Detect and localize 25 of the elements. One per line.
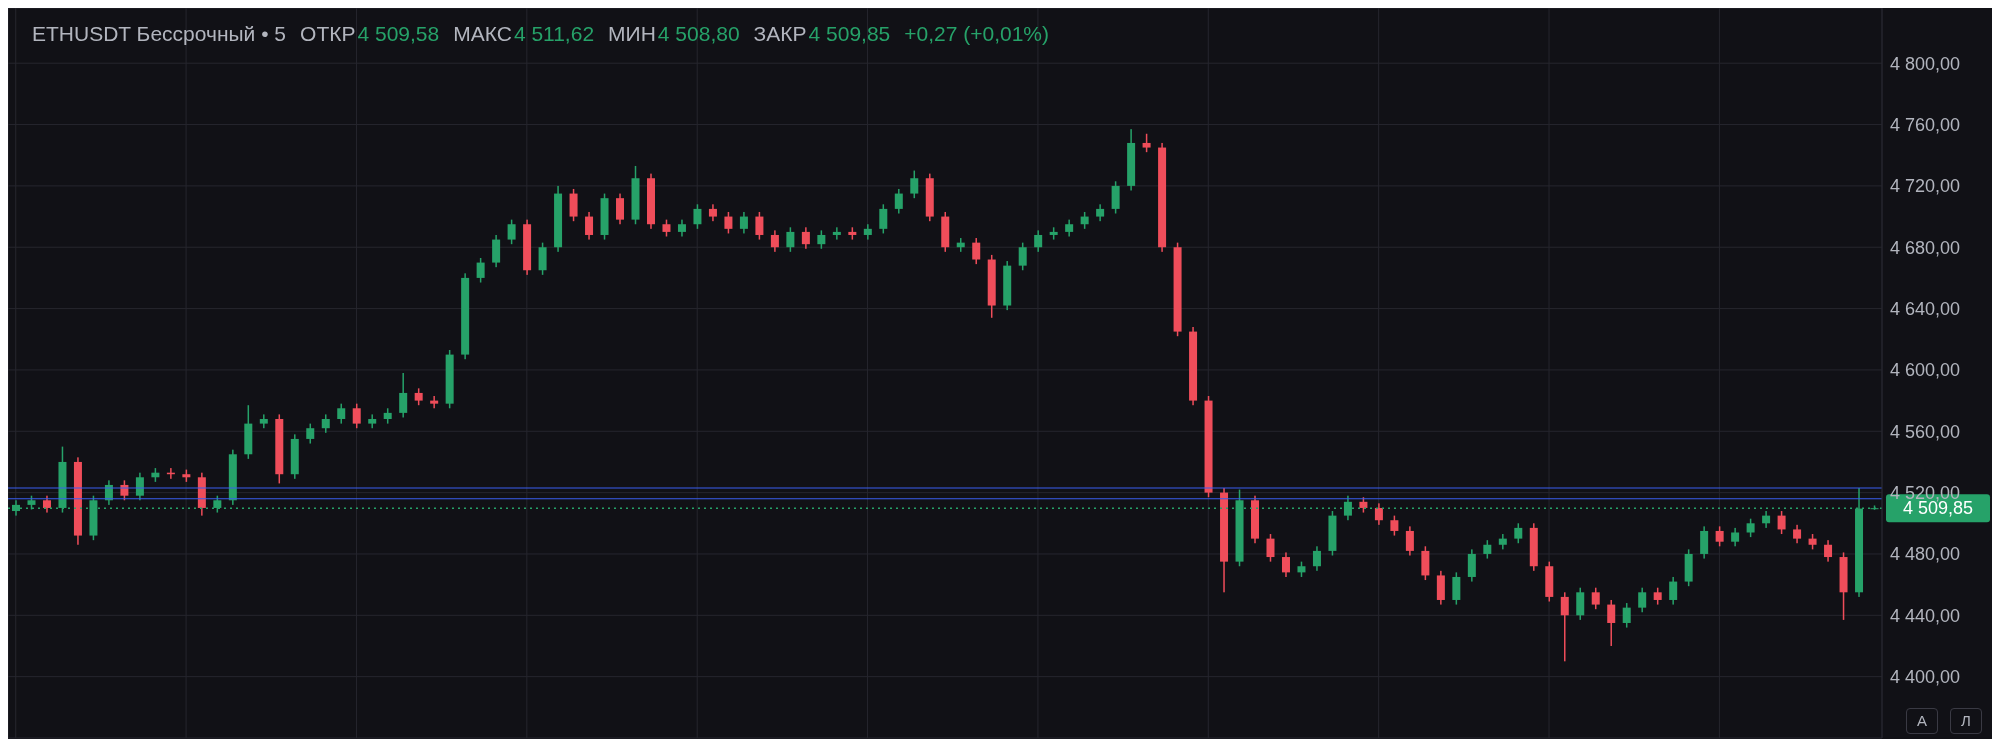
y-tick-label: 4 720,00 — [1890, 176, 1961, 197]
y-tick-label: 4 640,00 — [1890, 298, 1961, 319]
chart-button: Л — [1950, 708, 1982, 734]
text: ETHUSDT Бессрочный • 5 — [32, 22, 287, 45]
y-tick-label: 4 480,00 — [1890, 544, 1961, 565]
annotation: 4 508,80 — [657, 22, 740, 45]
y-tick-label: 4 760,00 — [1890, 114, 1961, 135]
annotation: 4 509,58 — [357, 22, 440, 45]
y-tick-label: 4 400,00 — [1890, 667, 1961, 688]
y-tick-label: 4 600,00 — [1890, 360, 1961, 381]
annotation: МАКС — [453, 22, 512, 45]
y-tick-label: 4 440,00 — [1890, 605, 1961, 626]
y-tick-label: 4 800,00 — [1890, 53, 1961, 74]
annotation: ОТКР — [300, 22, 356, 45]
annotation: 4 511,62 — [513, 22, 595, 45]
annotation: 4 509,85 — [808, 22, 891, 45]
y-tick-label: 4 560,00 — [1890, 421, 1961, 442]
annotation: МИН — [608, 22, 656, 45]
candlestick — [430, 396, 439, 409]
chart-button: А — [1906, 708, 1938, 734]
annotation: ЗАКР — [753, 22, 807, 45]
annotation: +0,27 (+0,01%) — [904, 22, 1050, 45]
candlestick — [1560, 592, 1569, 662]
candlestick — [832, 227, 841, 240]
y-tick-label: 4 680,00 — [1890, 237, 1961, 258]
